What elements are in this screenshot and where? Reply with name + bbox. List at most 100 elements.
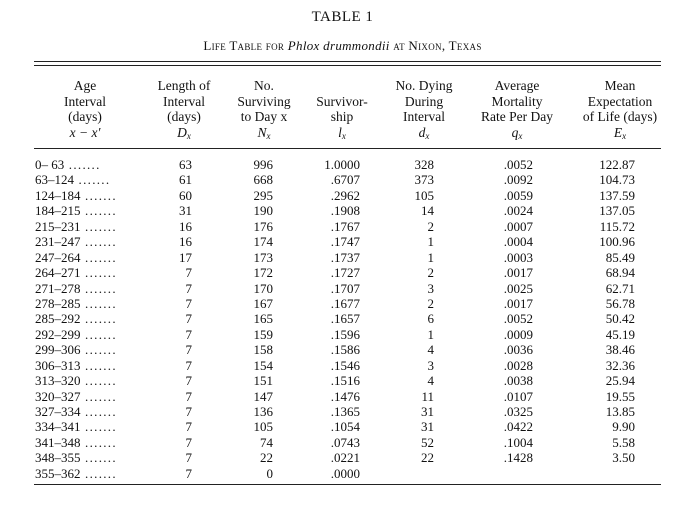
cell-dying: 1 (427, 234, 435, 250)
age-interval-text: 292–299 (35, 326, 81, 342)
cell-mortality: .0059 (503, 187, 533, 203)
cell-surviving: 172 (253, 265, 274, 281)
header-expectation-line1: Mean (604, 78, 636, 93)
leader-dots: ....... (80, 249, 117, 265)
cell-age-interval: 320–327 ....... (35, 389, 117, 404)
cell-mortality: .0052 (503, 157, 533, 172)
cell-age-interval: 313–320 ....... (35, 373, 117, 388)
header-expectation-line2: Expectation (587, 93, 653, 109)
leader-dots: ....... (80, 295, 117, 311)
cell-dying: 14 (421, 203, 434, 219)
cell-surviving: 295 (253, 187, 274, 203)
header-mortality: Average Mortality Rate Per Day qx (481, 78, 553, 144)
table-row: 320–327 ....... 7 147 .1476 11 .0107 19.55 (0, 389, 685, 404)
cell-survivorship: .1054 (330, 419, 360, 435)
cell-mortality: .0017 (503, 295, 533, 311)
leader-dots: ....... (80, 465, 117, 481)
header-surviving-line2: Surviving (237, 93, 291, 109)
cell-surviving: 996 (253, 157, 274, 172)
leader-dots: ....... (80, 187, 117, 203)
cell-length: 7 (185, 434, 193, 450)
header-expectation-symbol: Ex (613, 124, 627, 141)
table-row: 264–271 ....... 7 172 .1727 2 .0017 68.94 (0, 265, 685, 280)
age-interval-text: 124–184 (35, 187, 81, 203)
age-interval-text: 63–124 (35, 172, 74, 188)
cell-mortality: .0107 (503, 388, 533, 404)
cell-survivorship: .1657 (330, 311, 360, 327)
cell-expectation: 100.96 (599, 234, 635, 250)
cell-age-interval: 0– 63 ....... (35, 157, 101, 172)
cell-survivorship: .1737 (330, 249, 360, 265)
table-row: 327–334 ....... 7 136 .1365 31 .0325 13.85 (0, 404, 685, 419)
cell-survivorship: .1707 (330, 280, 360, 296)
cell-length: 7 (185, 357, 193, 373)
leader-dots: ....... (80, 450, 117, 466)
cell-expectation: 104.73 (599, 172, 635, 188)
header-dying-line1: No. Dying (395, 78, 453, 93)
cell-expectation: 45.19 (605, 326, 635, 342)
table-row: 355–362 ....... 7 0 .0000 (0, 466, 685, 481)
table-row: 124–184 ....... 60 295 .2962 105 .0059 137.59 (0, 188, 685, 203)
leader-dots: ....... (80, 404, 117, 419)
leader-dots: ....... (80, 434, 117, 450)
header-mortality-line2: Mortality (491, 93, 543, 109)
cell-expectation: 137.59 (599, 187, 635, 203)
cell-surviving: 147 (253, 388, 274, 404)
cell-surviving: 74 (260, 434, 273, 450)
cell-age-interval: 63–124 ....... (35, 172, 110, 187)
cell-dying: 31 (421, 404, 434, 419)
cell-dying: 4 (427, 373, 435, 389)
cell-surviving: 136 (253, 404, 274, 419)
cell-mortality: .0024 (503, 203, 533, 219)
cell-surviving: 165 (253, 311, 274, 327)
table-body: 0– 63 ....... 63 996 1.0000 328.0052 122.87 63… (0, 157, 685, 481)
leader-dots: ....... (80, 419, 117, 435)
table-row: 247–264 ....... 17 173 .1737 1 .0003 85.49 (0, 250, 685, 265)
cell-expectation: 32.36 (605, 357, 635, 373)
cell-dying: 1 (427, 326, 435, 342)
cell-mortality: .0017 (503, 265, 533, 281)
cell-dying: 3 (427, 280, 435, 296)
header-length-line3: (days) (167, 109, 201, 124)
cell-surviving: 158 (253, 342, 274, 358)
cell-length: 7 (185, 404, 193, 419)
header-survivorship: Survivor- ship lx (316, 94, 367, 145)
cell-age-interval: 355–362 ....... (35, 466, 117, 481)
caption-prefix: Life Table for (203, 38, 285, 53)
cell-expectation: 50.42 (605, 311, 635, 327)
leader-dots: ....... (64, 157, 101, 172)
header-dying-line3: Interval (403, 109, 445, 124)
header-age-line3: (days) (68, 109, 102, 124)
cell-surviving: 167 (253, 295, 274, 311)
age-interval-text: 184–215 (35, 203, 81, 219)
cell-survivorship: .1747 (330, 234, 360, 250)
header-survivorship-line2: ship (330, 109, 354, 124)
cell-age-interval: 327–334 ....... (35, 404, 117, 419)
cell-survivorship: .0000 (330, 465, 360, 481)
cell-dying: 2 (427, 295, 435, 311)
cell-age-interval: 334–341 ....... (35, 419, 117, 434)
cell-mortality: .0004 (503, 234, 533, 250)
header-surviving-line1: No. (254, 78, 274, 93)
header-expectation-line3: of Life (days) (582, 109, 658, 124)
age-interval-text: 313–320 (35, 373, 81, 389)
age-interval-text: 247–264 (35, 249, 81, 265)
cell-length: 7 (185, 419, 193, 435)
age-interval-text: 306–313 (35, 357, 81, 373)
cell-dying: 52 (421, 434, 434, 450)
age-interval-text: 327–334 (35, 404, 81, 419)
table-row: 0– 63 ....... 63 996 1.0000 328 .0052 122.87 (0, 157, 685, 172)
cell-length: 7 (185, 388, 193, 404)
cell-length: 60 (179, 187, 192, 203)
leader-dots: ....... (80, 218, 117, 234)
leader-dots: ....... (80, 373, 117, 389)
table-row: 299–306 ....... 7 158 .1586 4 .0036 38.46 (0, 342, 685, 357)
cell-survivorship: .6707 (330, 172, 360, 188)
cell-surviving: 174 (253, 234, 274, 250)
age-interval-text: 231–247 (35, 234, 81, 250)
table-row: 63–124 ....... 61 668 .6707 373 .0092 104.73 (0, 172, 685, 187)
header-survivorship-symbol: lx (338, 124, 346, 141)
cell-age-interval: 299–306 ....... (35, 342, 117, 357)
cell-surviving: 0 (266, 465, 274, 481)
bottom-rule (34, 484, 661, 486)
